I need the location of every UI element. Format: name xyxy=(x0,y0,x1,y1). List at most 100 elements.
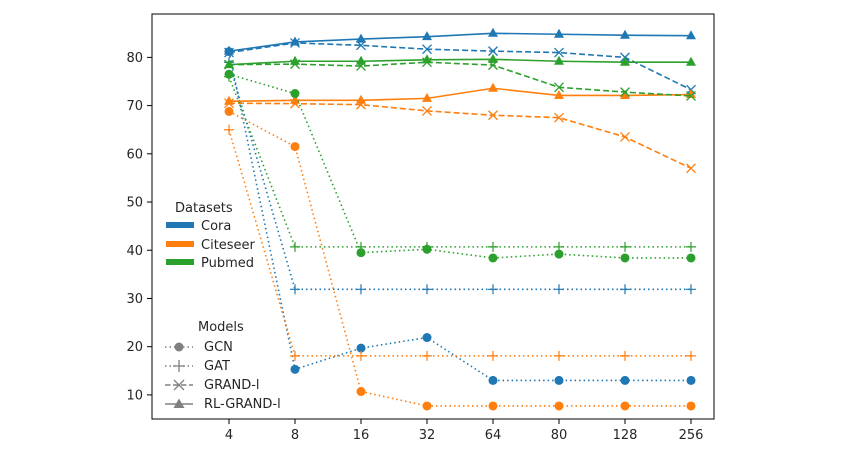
y-tick-label: 20 xyxy=(126,340,143,355)
series-line xyxy=(228,32,692,52)
data-point xyxy=(488,375,498,385)
data-point xyxy=(488,350,498,361)
data-point xyxy=(488,401,498,411)
series-line xyxy=(228,42,692,91)
data-point xyxy=(356,241,366,252)
data-point xyxy=(356,55,366,65)
data-point xyxy=(422,105,432,116)
y-tick-label: 50 xyxy=(126,196,143,211)
data-point xyxy=(356,94,366,104)
x-tick-label: 128 xyxy=(613,428,638,443)
legend-label-rl-grand-l: RL-GRAND-l xyxy=(204,397,281,412)
series-line xyxy=(228,61,691,291)
data-point xyxy=(554,112,564,123)
data-point xyxy=(686,253,696,263)
data-point xyxy=(356,350,366,361)
series-cora-rl-grand-l xyxy=(224,27,696,55)
data-point xyxy=(290,89,300,99)
data-point xyxy=(224,59,234,69)
series-line xyxy=(228,87,692,103)
axis-layer: 4 8 16 32 64 80 128 256 10 20 30 40 50 60 70 80 xyxy=(126,51,703,443)
data-point xyxy=(224,95,234,105)
data-point xyxy=(422,44,432,55)
series-cora-gat xyxy=(224,57,696,295)
data-point xyxy=(686,284,696,295)
data-point xyxy=(422,333,432,343)
data-point xyxy=(686,401,696,411)
data-point xyxy=(488,284,498,295)
data-point xyxy=(554,401,564,411)
data-point xyxy=(554,28,564,38)
legend-models: Models GCN GAT GRAND-l RL-GRAND-l xyxy=(165,320,281,412)
data-point xyxy=(290,55,300,65)
legend-swatch-citeseer xyxy=(166,241,194,247)
legend-label-cora: Cora xyxy=(201,219,231,234)
legend-swatch-pubmed xyxy=(166,259,194,265)
data-point xyxy=(620,29,630,39)
data-point xyxy=(554,89,564,99)
data-point xyxy=(356,387,366,397)
y-tick-label: 30 xyxy=(126,292,143,307)
series-line xyxy=(228,129,691,357)
legend-label-gat: GAT xyxy=(204,359,230,374)
data-point xyxy=(620,253,630,263)
data-point xyxy=(356,248,366,258)
data-point xyxy=(422,284,432,295)
series-line xyxy=(228,102,692,170)
x-tick-label: 8 xyxy=(291,428,299,443)
data-point xyxy=(554,350,564,361)
data-point xyxy=(554,241,564,252)
data-point xyxy=(620,375,630,385)
x-tick-label: 80 xyxy=(551,428,568,443)
legend-models-title: Models xyxy=(198,320,244,335)
legend-marker-gat xyxy=(173,360,185,372)
y-tick-label: 10 xyxy=(126,388,143,403)
data-point xyxy=(488,46,498,57)
legend-datasets-title: Datasets xyxy=(175,201,233,216)
plot-area xyxy=(151,13,715,420)
data-point xyxy=(290,284,300,295)
data-point xyxy=(620,350,630,361)
legend-label-pubmed: Pubmed xyxy=(201,256,254,271)
data-point xyxy=(488,241,498,252)
data-point xyxy=(224,45,234,55)
y-tick-label: 60 xyxy=(126,147,143,162)
data-point xyxy=(422,241,432,252)
legend-label-gcn: GCN xyxy=(204,340,233,355)
series-line xyxy=(228,58,691,66)
series-citeseer-gcn xyxy=(224,106,696,411)
data-point xyxy=(554,47,564,58)
data-point xyxy=(290,350,300,361)
legend-label-grand-l: GRAND-l xyxy=(204,378,260,393)
data-point xyxy=(224,124,234,135)
data-point xyxy=(488,253,498,263)
data-point xyxy=(686,375,696,385)
data-point xyxy=(290,364,300,374)
series-pubmed-gat xyxy=(224,71,696,252)
data-point xyxy=(422,92,432,102)
series-cora-gcn xyxy=(224,47,696,385)
y-tick-label: 80 xyxy=(126,51,143,66)
legend-marker-grand-l xyxy=(173,379,185,391)
data-point xyxy=(554,375,564,385)
x-tick-label: 256 xyxy=(679,428,704,443)
data-point xyxy=(488,82,498,92)
data-point xyxy=(422,31,432,41)
series-line xyxy=(228,76,691,248)
series-pubmed-rl-grand-l xyxy=(224,53,696,69)
series-line xyxy=(228,110,691,407)
data-point xyxy=(620,89,630,99)
data-point xyxy=(686,56,696,66)
data-point xyxy=(290,36,300,46)
y-tick-label: 40 xyxy=(126,244,143,259)
data-point xyxy=(290,142,300,152)
x-tick-label: 64 xyxy=(485,428,502,443)
data-point xyxy=(422,350,432,361)
data-point xyxy=(620,87,630,98)
x-tick-label: 32 xyxy=(419,428,436,443)
series-line xyxy=(228,61,692,97)
legend-marker-gcn xyxy=(174,342,184,352)
data-point xyxy=(686,91,696,101)
data-point xyxy=(290,241,300,252)
